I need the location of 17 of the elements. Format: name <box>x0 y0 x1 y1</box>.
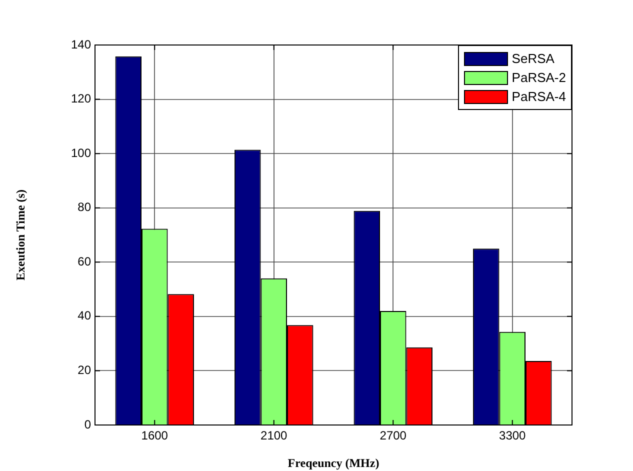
y-tick-label: 40 <box>78 308 92 323</box>
y-tick-label: 20 <box>78 363 92 378</box>
x-tick-label: 1600 <box>141 428 168 443</box>
y-tick-label: 120 <box>70 92 92 106</box>
legend-label: PaRSA-4 <box>512 89 566 104</box>
legend-label: SeRSA <box>512 51 554 66</box>
y-axis-title: Exeution Time (s) <box>13 190 28 280</box>
x-axis-title: Freqeuncy (MHz) <box>288 456 380 470</box>
x-tick-label: 2100 <box>260 428 288 443</box>
y-tick-label: 80 <box>78 200 92 214</box>
x-tick-label: 3300 <box>499 428 526 443</box>
y-tick-label: 60 <box>78 254 92 268</box>
y-tick-label: 140 <box>70 37 92 52</box>
legend-label: PaRSA-2 <box>512 70 566 85</box>
y-tick-label: 0 <box>84 417 92 432</box>
x-tick-label: 2700 <box>380 428 407 443</box>
y-tick-label: 100 <box>70 146 92 160</box>
